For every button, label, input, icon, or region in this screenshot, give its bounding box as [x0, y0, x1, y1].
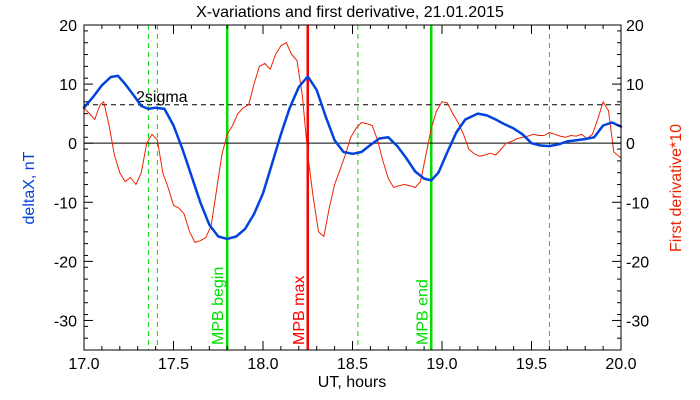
x-tick-label-2: 18.0 — [247, 356, 278, 373]
x-axis-title: UT, hours — [318, 374, 386, 391]
y-tick-label-left-0: 20 — [59, 18, 77, 35]
ticks — [83, 24, 622, 351]
series-line-0 — [82, 74, 623, 241]
chart-title: X-variations and first derivative, 21.01… — [196, 4, 504, 21]
y-tick-label-left-3: -10 — [54, 195, 77, 212]
y-axis-title-left: deltaX, nT — [21, 151, 38, 224]
x-tick-label-3: 18.5 — [337, 356, 368, 373]
y-tick-label-right-5: -30 — [626, 313, 649, 330]
x-tick-label-0: 17.0 — [68, 356, 99, 373]
x-tick-label-5: 19.5 — [516, 356, 547, 373]
y-tick-label-left-4: -20 — [54, 254, 77, 271]
marker-labels: MPB begin MPB max MPB end — [210, 267, 431, 345]
series-group — [82, 42, 623, 243]
y-tick-label-right-4: -20 — [626, 254, 649, 271]
y-tick-label-left-2: 0 — [68, 136, 77, 153]
marker-label-0: MPB begin — [210, 267, 227, 345]
x-tick-label-1: 17.5 — [158, 356, 189, 373]
x-tick-label-6: 20.0 — [605, 356, 636, 373]
x-tick-label-4: 19.0 — [426, 356, 457, 373]
threshold-label: 2sigma — [136, 89, 188, 106]
marker-label-2: MPB end — [414, 279, 431, 345]
y-axis-title-right: First derivative*10 — [668, 124, 685, 252]
marker-lines — [147, 25, 550, 350]
series-line-1 — [83, 42, 622, 243]
y-tick-label-right-0: 20 — [626, 18, 644, 35]
y-tick-label-right-2: 0 — [626, 136, 635, 153]
y-tick-label-left-5: -30 — [54, 313, 77, 330]
y-tick-label-right-3: -10 — [626, 195, 649, 212]
tick-labels: 17.0 17.5 18.0 18.5 19.0 19.5 20.0 20 20 10 10 0 0 -1… — [54, 18, 649, 373]
y-tick-label-right-1: 10 — [626, 77, 644, 94]
y-tick-label-left-1: 10 — [59, 77, 77, 94]
marker-label-1: MPB max — [291, 276, 308, 345]
